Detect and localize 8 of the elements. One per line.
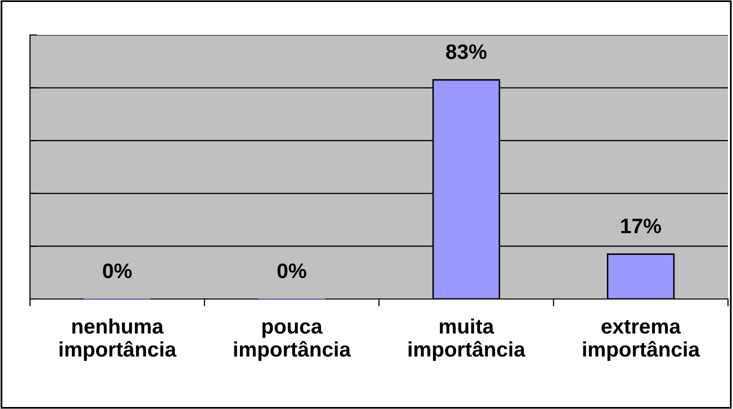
data-label: 0%: [278, 263, 306, 278]
data-label: 17%: [621, 218, 662, 234]
x-tick-label: extrema importância: [583, 320, 700, 361]
x-tick-label: muita importância: [408, 318, 526, 361]
data-label: 0%: [103, 263, 132, 278]
x-tick-label: pouca importância: [234, 322, 351, 361]
data-label: 83%: [446, 44, 487, 60]
x-tick-label: nenhuma importância: [60, 318, 176, 361]
